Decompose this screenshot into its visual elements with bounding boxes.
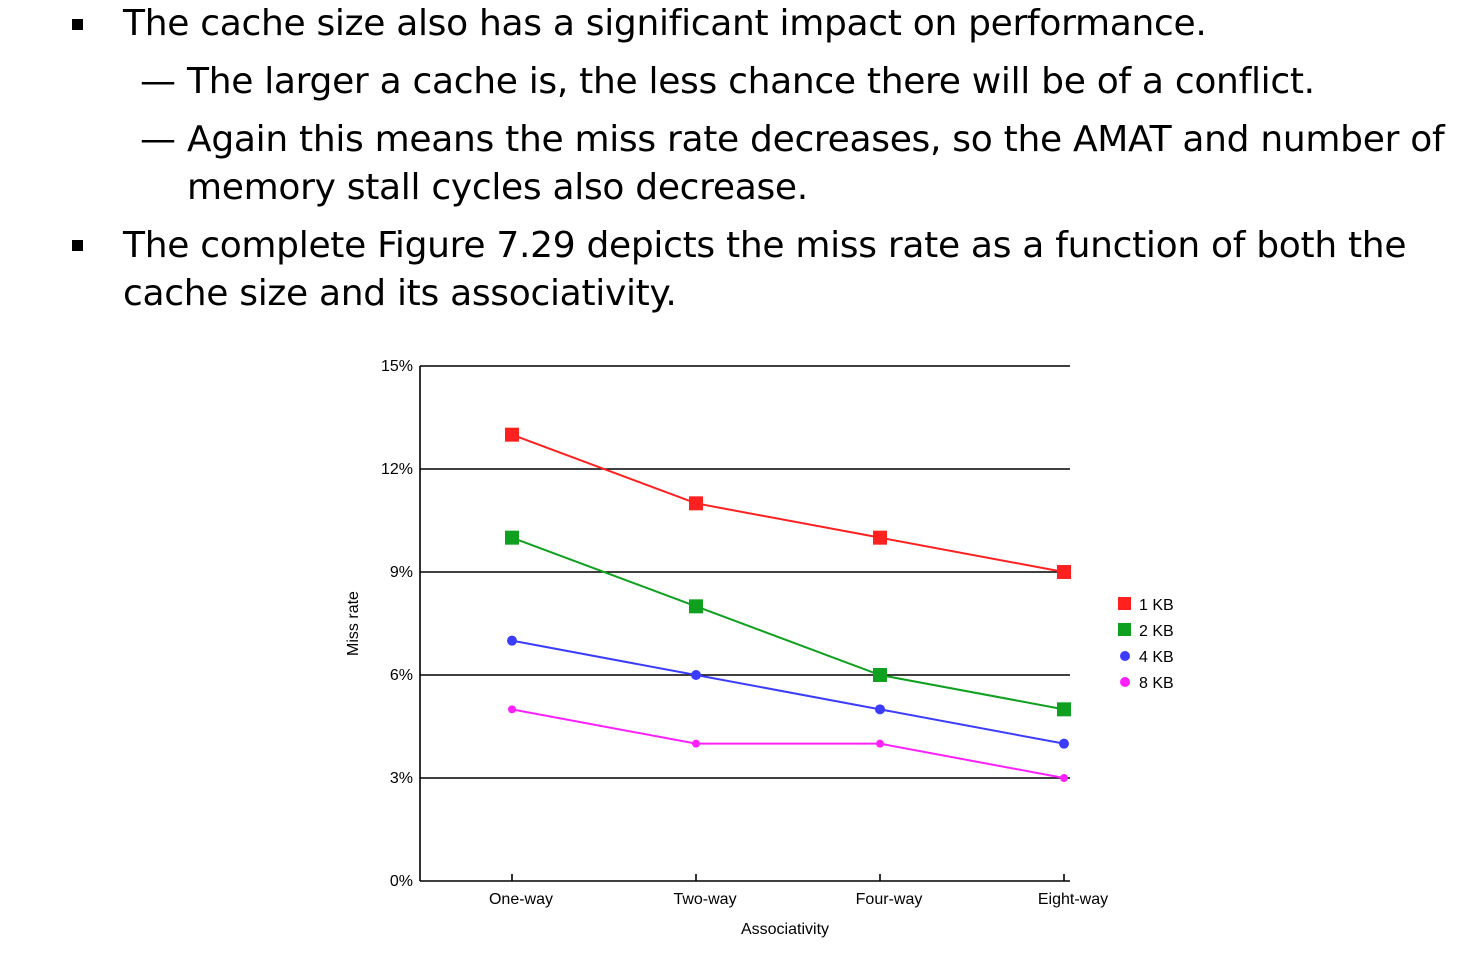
data-point [689, 496, 703, 511]
bullet-1-sub-2-line-2: memory stall cycles also decrease. [187, 167, 808, 208]
data-point [876, 739, 884, 748]
bullet-1-sub-1-text: The larger a cache is, the less chance t… [187, 61, 1315, 102]
data-point [508, 705, 516, 714]
data-point [507, 635, 517, 646]
series-line [511, 639, 1065, 745]
bullet-square-icon [72, 240, 83, 251]
data-point [1057, 702, 1071, 717]
data-point [873, 530, 887, 545]
x-tick-label: Four-way [856, 891, 923, 908]
bullet-square-icon [72, 19, 83, 30]
series-line [511, 708, 1065, 779]
bullet-1-text: The cache size also has a significant im… [123, 3, 1207, 44]
legend-label: 1 KB [1139, 597, 1174, 614]
data-point [691, 670, 701, 680]
legend-label: 4 KB [1139, 649, 1174, 666]
legend-label: 8 KB [1139, 675, 1174, 692]
bullet-2-line-1: The complete Figure 7.29 depicts the mis… [123, 225, 1407, 266]
miss-rate-chart: 0% 3% 6% 9% 12% 15% One-way Two-way Four-way Eigh… [345, 358, 1174, 938]
data-point [689, 599, 703, 614]
data-point [875, 704, 885, 715]
data-point [505, 427, 519, 442]
series-8-kb [508, 705, 1068, 782]
legend-swatch [1120, 677, 1130, 687]
series-4-kb [507, 635, 1069, 749]
x-tick-label: Eight-way [1038, 891, 1108, 908]
y-tick-label: 9% [390, 564, 413, 581]
x-axis-label: Associativity [741, 921, 829, 938]
series-2-kb [505, 530, 1071, 717]
y-axis-label: Miss rate [345, 591, 362, 656]
legend-swatch [1118, 597, 1131, 610]
dash-icon: — [140, 61, 176, 102]
y-tick-label: 15% [381, 358, 413, 375]
legend-swatch [1118, 623, 1131, 636]
series-1-kb [505, 427, 1071, 579]
legend-swatch [1120, 651, 1130, 661]
series-line [511, 536, 1065, 711]
y-tick-label: 3% [390, 770, 413, 787]
x-tick-label: Two-way [673, 891, 736, 908]
series-line [511, 433, 1065, 573]
bullet-1-sub-2-line-1: Again this means the miss rate decreases… [187, 119, 1445, 160]
data-point [1060, 774, 1068, 782]
y-tick-label: 6% [390, 667, 413, 684]
x-tick-label: One-way [489, 891, 553, 908]
data-point [692, 739, 700, 748]
legend-label: 2 KB [1139, 623, 1174, 640]
bullet-2-line-2: cache size and its associativity. [123, 273, 677, 314]
data-point [1057, 565, 1071, 579]
dash-icon: — [140, 119, 176, 160]
y-tick-label: 0% [390, 873, 413, 890]
y-tick-label: 12% [381, 461, 413, 478]
data-point [873, 668, 887, 682]
data-point [1059, 738, 1069, 749]
data-point [505, 530, 519, 545]
